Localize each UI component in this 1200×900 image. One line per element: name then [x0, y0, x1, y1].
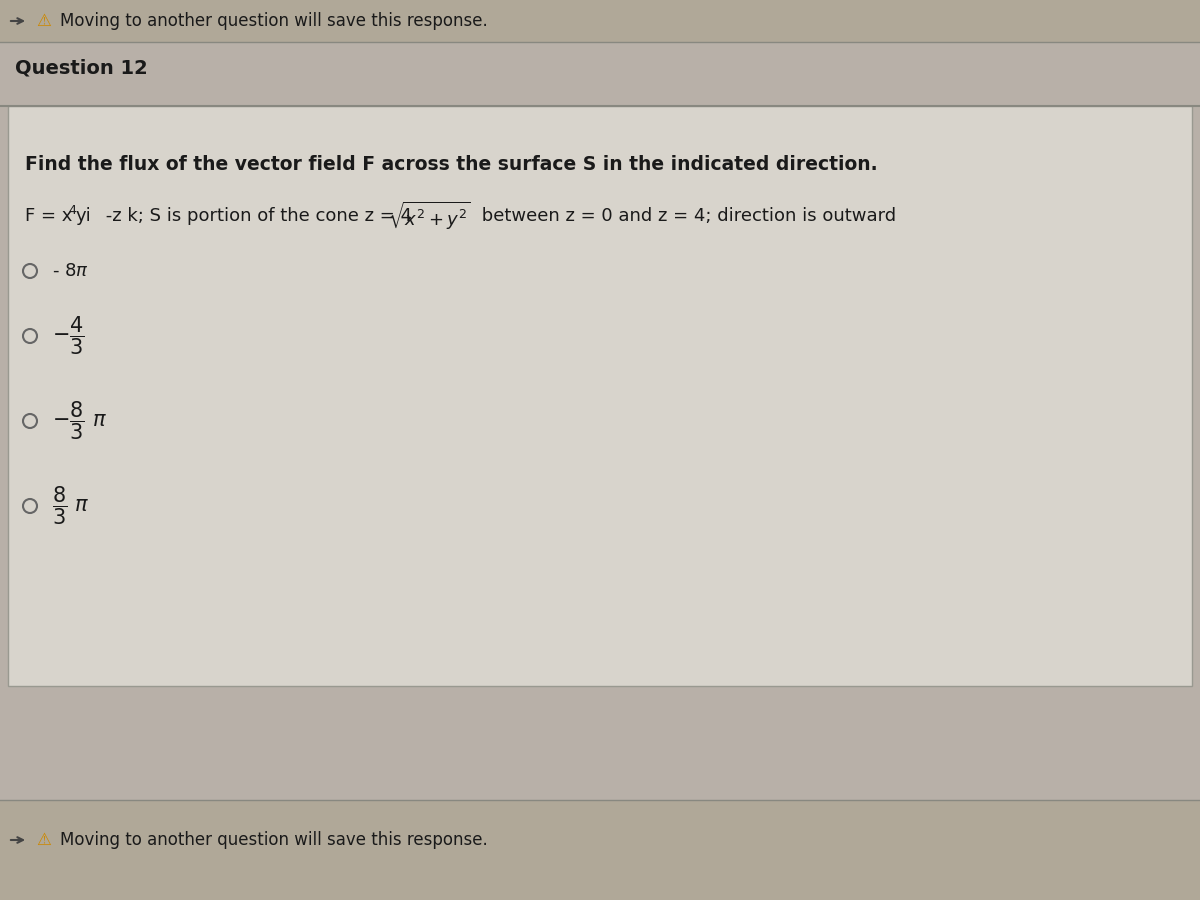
Text: $-\dfrac{4}{3}$: $-\dfrac{4}{3}$: [52, 315, 85, 357]
Text: ⚠: ⚠: [36, 12, 52, 30]
Text: ⚠: ⚠: [36, 831, 52, 849]
Text: -z k; S is portion of the cone z = 4: -z k; S is portion of the cone z = 4: [100, 207, 418, 225]
Text: yi: yi: [76, 207, 91, 225]
Bar: [8, 106, 1192, 686]
Text: 4: 4: [68, 203, 76, 217]
Text: Moving to another question will save this response.: Moving to another question will save thi…: [60, 12, 487, 30]
Text: Find the flux of the vector field F across the surface S in the indicated direct: Find the flux of the vector field F acro…: [25, 155, 877, 174]
Text: F = x: F = x: [25, 207, 72, 225]
Text: Question 12: Question 12: [14, 58, 148, 77]
Text: $\dfrac{8}{3}$ $\pi$: $\dfrac{8}{3}$ $\pi$: [52, 485, 89, 527]
Text: between z = 0 and z = 4; direction is outward: between z = 0 and z = 4; direction is ou…: [476, 207, 896, 225]
Text: - 8$\pi$: - 8$\pi$: [52, 262, 89, 280]
Text: Moving to another question will save this response.: Moving to another question will save thi…: [60, 831, 487, 849]
Bar: [0, 800, 1200, 900]
Text: $-\dfrac{8}{3}$ $\pi$: $-\dfrac{8}{3}$ $\pi$: [52, 400, 107, 442]
Text: $\sqrt{x^2+y^2}$: $\sqrt{x^2+y^2}$: [388, 200, 470, 232]
Bar: [0, 0, 1200, 42]
